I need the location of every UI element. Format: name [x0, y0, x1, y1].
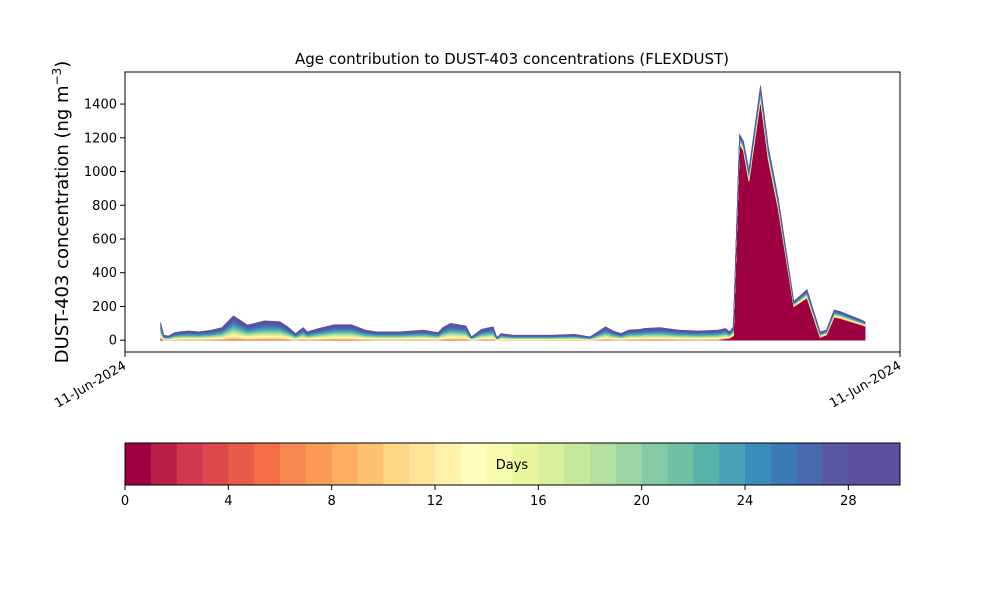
colorbar-swatch — [693, 443, 720, 485]
y-axis-label-main: DUST-403 concentration (ng m — [52, 85, 73, 363]
colorbar-swatch — [486, 443, 513, 485]
y-tick-label: 1200 — [84, 131, 117, 146]
colorbar-tick-label: 24 — [737, 494, 754, 509]
plot-frame — [124, 71, 901, 353]
colorbar-swatch — [202, 443, 229, 485]
y-axis-label-close: ) — [52, 61, 73, 68]
colorbar-swatch — [280, 443, 307, 485]
colorbar-swatch — [564, 443, 591, 485]
y-tick-label: 1000 — [84, 165, 117, 180]
colorbar-swatch — [228, 443, 255, 485]
y-tick-label: 1400 — [84, 98, 117, 113]
y-tick-label: 200 — [92, 300, 117, 315]
y-tick-label: 0 — [109, 334, 117, 349]
x-tick-label: 11-Jun-2024 — [52, 358, 129, 411]
y-tick-label: 400 — [92, 266, 117, 281]
y-tick-label: 800 — [92, 199, 117, 214]
colorbar-tick-label: 12 — [427, 494, 444, 509]
colorbar-ticks: 0 4 8 12 16 20 24 28 — [121, 485, 857, 509]
colorbar-swatch — [305, 443, 333, 485]
colorbar — [125, 443, 901, 485]
colorbar-tick-label: 0 — [121, 494, 129, 509]
colorbar-swatch — [150, 443, 178, 485]
colorbar-tick-label: 8 — [328, 494, 336, 509]
age-layer-29 — [160, 85, 866, 339]
colorbar-swatch — [512, 443, 539, 485]
colorbar-swatch — [874, 443, 901, 485]
y-axis-label-superscript: −3 — [50, 68, 64, 86]
colorbar-tick-label: 28 — [840, 494, 857, 509]
colorbar-tick-label: 16 — [530, 494, 547, 509]
y-axis: 0 200 400 600 800 1000 1200 1400 — [84, 98, 125, 349]
colorbar-swatch — [641, 443, 668, 485]
colorbar-swatch — [770, 443, 798, 485]
colorbar-swatch — [822, 443, 849, 485]
colorbar-swatch — [383, 443, 410, 485]
colorbar-swatch — [848, 443, 875, 485]
y-tick-label: 600 — [92, 232, 117, 247]
x-tick-label: 11-Jun-2024 — [827, 358, 904, 411]
colorbar-frame — [124, 442, 901, 486]
x-axis: 11-Jun-2024 11-Jun-2024 — [52, 352, 904, 411]
colorbar-swatch — [435, 443, 462, 485]
colorbar-swatch — [667, 443, 694, 485]
colorbar-tick-label: 4 — [224, 494, 232, 509]
stacked-area-layers — [160, 85, 866, 341]
colorbar-swatch — [615, 443, 643, 485]
colorbar-swatch — [125, 443, 152, 485]
colorbar-swatch — [719, 443, 746, 485]
colorbar-swatch — [460, 443, 488, 485]
age-layer-0 — [160, 100, 866, 341]
colorbar-swatch — [254, 443, 281, 485]
colorbar-label: Days — [496, 458, 529, 473]
colorbar-swatch — [796, 443, 823, 485]
colorbar-swatch — [538, 443, 565, 485]
y-axis-label: DUST-403 concentration (ng m−3) — [50, 61, 73, 364]
colorbar-swatch — [590, 443, 617, 485]
colorbar-swatch — [409, 443, 436, 485]
colorbar-swatch — [357, 443, 384, 485]
chart-title: Age contribution to DUST-403 concentrati… — [295, 50, 729, 68]
colorbar-swatch — [176, 443, 203, 485]
colorbar-swatch — [331, 443, 358, 485]
colorbar-swatch — [745, 443, 772, 485]
colorbar-tick-label: 20 — [633, 494, 650, 509]
